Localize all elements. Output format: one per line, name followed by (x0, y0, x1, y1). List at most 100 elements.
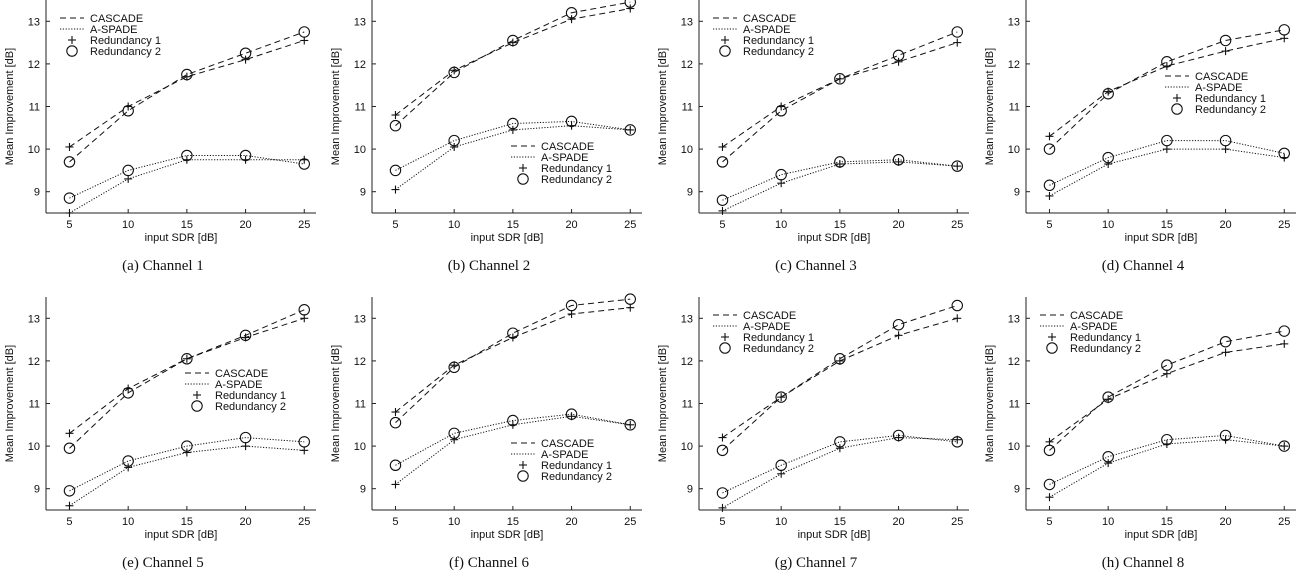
legend-label: Redundancy 2 (90, 46, 161, 58)
data-point-plus (1045, 437, 1054, 446)
x-tick-label: 15 (507, 516, 519, 528)
series-line (69, 159, 305, 214)
data-point-circle (775, 168, 787, 181)
chart-panel: 9 10 11 12 13 5 10 15 20 25 input SDR [dB] Mean Imp… (980, 0, 1306, 290)
x-tick-label: 5 (719, 219, 725, 231)
x-tick-label: 15 (507, 219, 519, 231)
legend-label: Redundancy 2 (1070, 343, 1141, 355)
data-point-plus (894, 57, 903, 66)
y-tick-label: 13 (681, 16, 693, 28)
x-tick-label: 15 (181, 516, 193, 528)
chart-caption: (g) Channel 7 (774, 555, 858, 571)
x-tick-label: 20 (892, 516, 904, 528)
data-point-circle (1043, 143, 1056, 155)
chart-svg: 9 10 11 12 13 5 10 15 20 25 input SDR [dB] Mean Imp… (657, 0, 969, 244)
data-point-circle (892, 49, 905, 62)
data-point-circle (239, 47, 252, 59)
x-tick-label: 5 (66, 219, 72, 231)
x-tick-label: 5 (1046, 219, 1052, 231)
legend-label: A-SPADE (1195, 82, 1242, 94)
x-axis-label: input SDR [dB] (1125, 529, 1198, 541)
legend-label: Redundancy 1 (1195, 93, 1266, 105)
y-tick-label: 10 (1008, 144, 1020, 156)
data-point-plus (567, 15, 576, 24)
data-point-circle (1219, 34, 1232, 47)
legend-label: Redundancy 1 (743, 35, 814, 47)
data-point-plus (567, 310, 576, 319)
y-tick-label: 11 (1009, 399, 1020, 411)
series-line (722, 161, 958, 212)
legend-label: CASCADE (541, 438, 594, 450)
x-tick-label: 5 (392, 219, 398, 231)
data-point-plus (300, 314, 309, 323)
data-point-circle (122, 164, 134, 177)
data-point-circle (1278, 325, 1291, 337)
data-point-circle (834, 73, 846, 85)
x-tick-label: 15 (1161, 516, 1173, 528)
series-line (722, 434, 958, 494)
data-point-plus (777, 179, 786, 188)
x-tick-label: 5 (392, 516, 398, 528)
x-tick-label: 25 (951, 516, 963, 528)
data-point-plus (300, 36, 309, 45)
data-point-plus (65, 429, 74, 438)
y-tick-label: 11 (355, 102, 366, 114)
y-tick-label: 11 (682, 102, 693, 114)
series-line (1049, 29, 1285, 150)
data-point-plus (508, 125, 517, 134)
data-point-circle (1102, 391, 1114, 403)
legend-label: Redundancy 1 (743, 332, 814, 344)
data-point-plus (300, 446, 309, 455)
data-point-plus (626, 420, 635, 429)
series-line (69, 309, 305, 449)
y-tick-label: 11 (29, 399, 40, 411)
chart-panel: 9 10 11 12 13 5 10 15 20 25 input SDR [dB] Mean Imp… (653, 0, 979, 290)
x-tick-label: 20 (1219, 219, 1231, 231)
data-point-plus (65, 209, 74, 217)
data-point-plus (626, 4, 635, 13)
data-point-plus (182, 448, 191, 457)
y-tick-label: 11 (355, 399, 366, 411)
legend-circle (719, 342, 731, 354)
series-line (722, 31, 958, 163)
legend-label: A-SPADE (215, 379, 262, 391)
y-axis-label: Mean Improvement [dB] (4, 48, 16, 165)
y-tick-label: 9 (687, 484, 693, 496)
legend-label: Redundancy 2 (743, 343, 814, 355)
y-axis-label: Mean Improvement [dB] (984, 48, 996, 165)
data-point-circle (448, 427, 460, 440)
x-axis-label: input SDR [dB] (471, 529, 544, 541)
data-point-circle (1102, 87, 1114, 100)
data-point-plus (777, 393, 786, 402)
x-tick-label: 5 (1046, 516, 1052, 528)
legend-circle (1046, 342, 1058, 354)
y-tick-label: 9 (360, 187, 366, 199)
x-tick-label: 25 (298, 516, 310, 528)
data-point-circle (1219, 429, 1232, 442)
x-tick-label: 20 (565, 516, 577, 528)
x-tick-label: 20 (239, 516, 251, 528)
legend-label: Redundancy 2 (1195, 104, 1266, 116)
data-point-circle (448, 66, 460, 79)
data-point-circle (716, 444, 729, 457)
chart-svg: 9 10 11 12 13 5 10 15 20 25 input SDR [dB] Mean Imp… (984, 297, 1296, 541)
data-point-circle (775, 459, 787, 472)
data-point-circle (181, 353, 193, 365)
data-point-circle (181, 149, 193, 162)
data-point-plus (391, 408, 400, 417)
y-tick-label: 13 (1008, 16, 1020, 28)
legend-label: Redundancy 2 (215, 401, 286, 413)
data-point-circle (239, 329, 252, 342)
data-point-circle (951, 436, 964, 448)
chart-svg: 9 10 11 12 13 5 10 15 20 25 input SDR [dB] Mean Imp… (330, 0, 642, 244)
y-tick-label: 9 (34, 187, 40, 199)
data-point-circle (1161, 433, 1173, 446)
data-point-plus (718, 503, 727, 512)
data-point-circle (63, 485, 76, 497)
x-tick-label: 15 (834, 516, 846, 528)
legend-label: A-SPADE (1070, 321, 1117, 333)
